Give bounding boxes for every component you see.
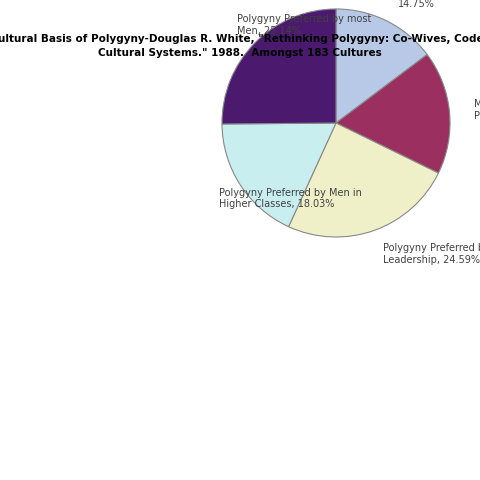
Wedge shape	[336, 55, 450, 173]
Text: Monogamy Preferred
Polygyny occurs, 17.49%: Monogamy Preferred Polygyny occurs, 17.4…	[474, 99, 480, 120]
Wedge shape	[336, 9, 427, 123]
Wedge shape	[288, 123, 438, 237]
Text: Monogamy Prescribed,
14.75%: Monogamy Prescribed, 14.75%	[398, 0, 480, 10]
Text: Polygyny Preferred by Men in
Leadership, 24.59%: Polygyny Preferred by Men in Leadership,…	[383, 243, 480, 265]
Wedge shape	[222, 9, 336, 124]
Text: Polygyny Preferred by Men in
Higher Classes, 18.03%: Polygyny Preferred by Men in Higher Clas…	[219, 188, 362, 209]
Text: Polygyny Preferred by most
Men, 25.14%: Polygyny Preferred by most Men, 25.14%	[237, 14, 372, 36]
Wedge shape	[222, 123, 336, 227]
Text: The Cultural Basis of Polygyny-Douglas R. White, "Rethinking Polygyny: Co-Wives,: The Cultural Basis of Polygyny-Douglas R…	[0, 34, 480, 58]
